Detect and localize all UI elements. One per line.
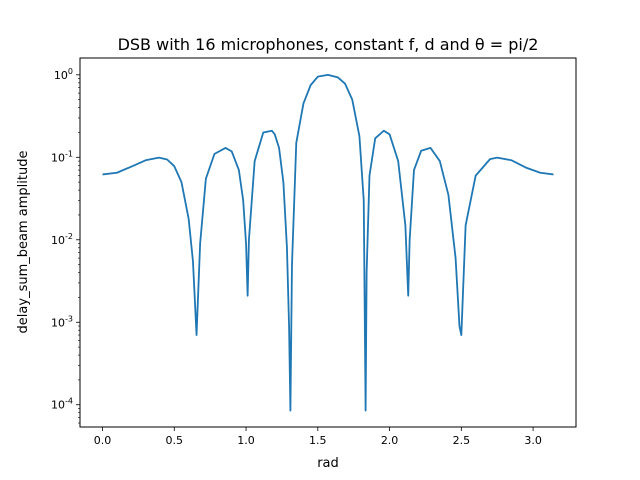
x-axis-label: rad xyxy=(317,456,339,471)
x-tick-label: 1.0 xyxy=(237,434,255,447)
x-axis: 0.0 0.5 1.0 1.5 2.0 2.5 3.0 xyxy=(94,427,542,447)
x-tick-label: 2.0 xyxy=(381,434,399,447)
plot-area xyxy=(102,73,554,412)
x-tick-label: 0.5 xyxy=(166,434,184,447)
x-tick-label: 2.5 xyxy=(453,434,471,447)
chart-title: DSB with 16 microphones, constant f, d a… xyxy=(118,35,539,54)
x-tick-label: 3.0 xyxy=(524,434,542,447)
x-tick-label: 0.0 xyxy=(94,434,112,447)
x-tick-label: 1.5 xyxy=(309,434,327,447)
series-line-0 xyxy=(102,73,554,412)
axes-frame xyxy=(79,57,577,428)
y-axis-label: delay_sum_beam amplitude xyxy=(16,151,31,334)
